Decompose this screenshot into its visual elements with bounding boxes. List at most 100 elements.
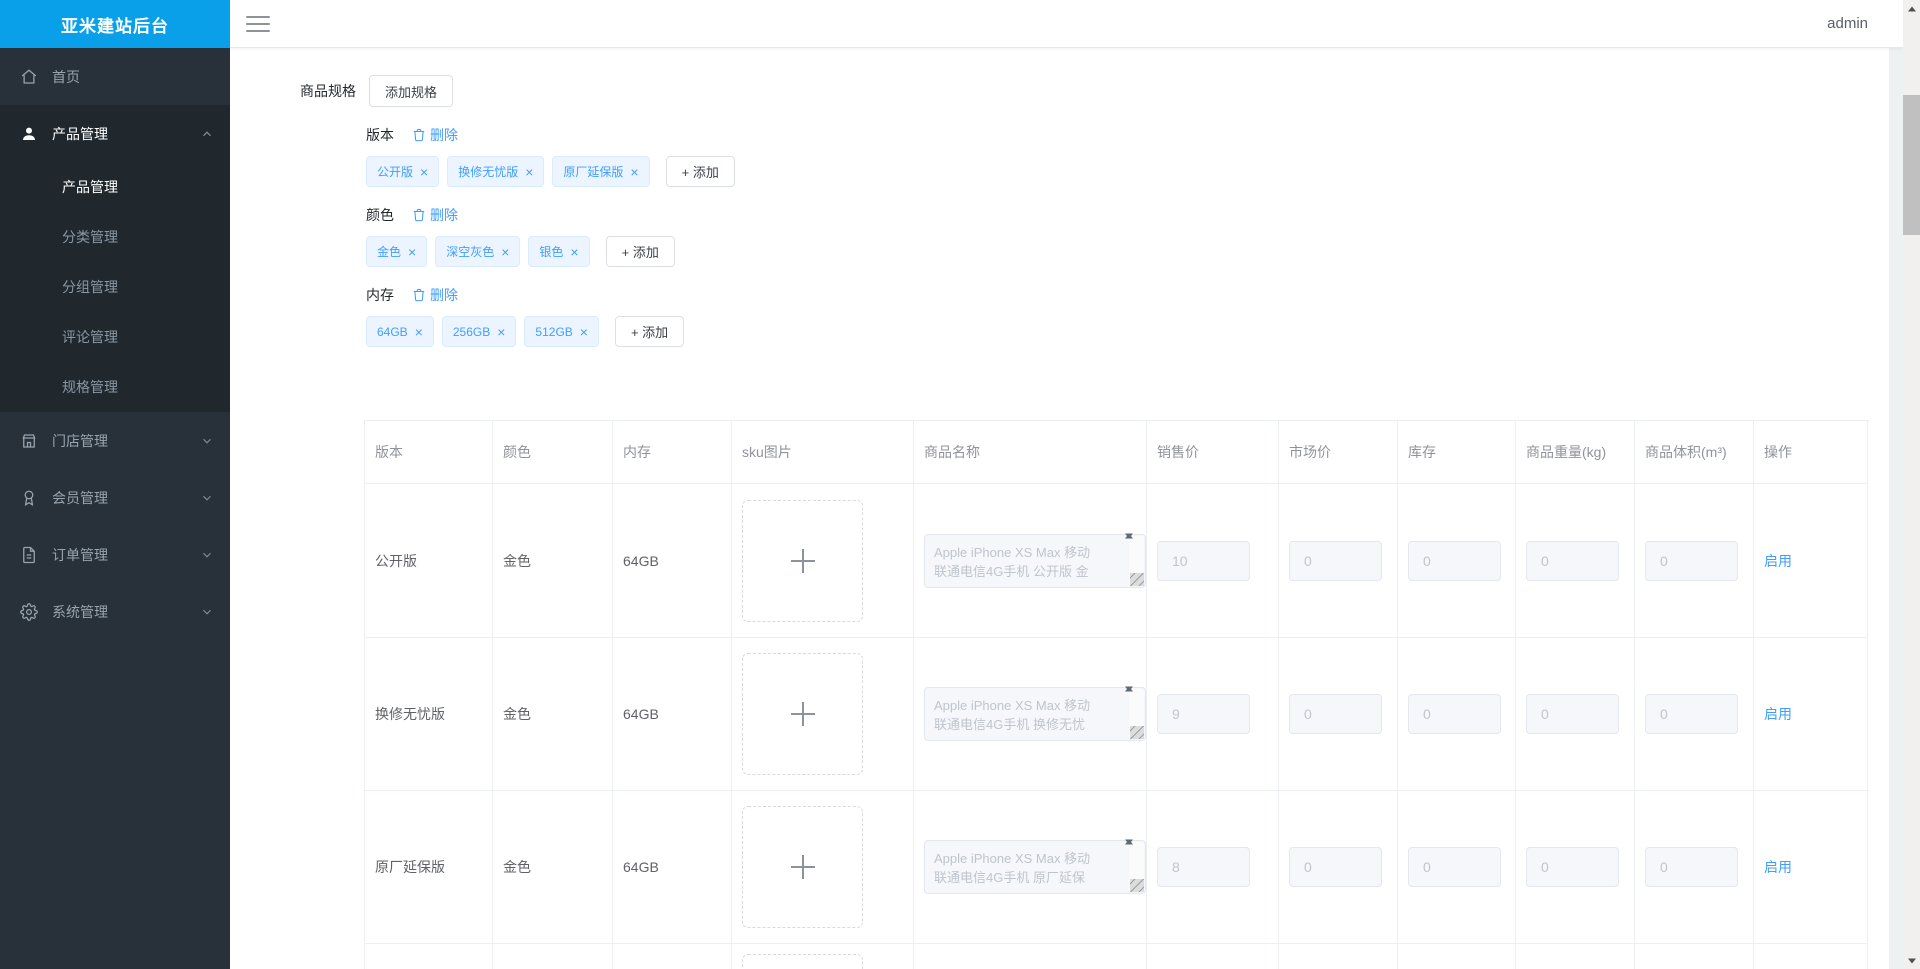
sidebar-group-product: 产品管理 产品管理 分类管理 分组管理 评论管理 规格管理 [0,105,230,412]
add-spec-button[interactable]: 添加规格 [369,75,454,107]
volume-input[interactable] [1645,694,1738,734]
close-icon[interactable] [408,245,416,259]
cell-color: 金色 [493,484,613,638]
enable-link[interactable]: 启用 [1764,706,1792,722]
sidebar-item-home[interactable]: 首页 [0,48,230,105]
volume-input[interactable] [1645,847,1738,887]
close-icon[interactable] [580,325,588,339]
stock-input[interactable] [1408,847,1501,887]
cell-action: 启用 [1754,791,1868,944]
scroll-down-icon[interactable] [1903,952,1920,969]
close-icon[interactable] [630,165,638,179]
product-name-textarea[interactable]: Apple iPhone XS Max 移动联通电信4G手机 换修无忧 [924,686,1146,741]
stock-input[interactable] [1408,694,1501,734]
cell-sale-price [1147,484,1279,638]
sidebar-item-product-management[interactable]: 产品管理 [0,105,230,162]
plus-icon [790,548,815,573]
weight-input[interactable] [1526,847,1619,887]
chevron-down-icon [200,491,214,505]
col-header-version: 版本 [365,421,493,484]
cell-memory: 64GB [613,638,732,791]
cell-color: 金色 [493,791,613,944]
chevron-down-icon [200,548,214,562]
cell-sale-price [1147,944,1279,969]
trash-icon [413,208,425,222]
cell-version: 换修无忧版 [365,638,493,791]
close-icon[interactable] [497,325,505,339]
upload-image-button[interactable] [742,653,863,775]
col-header-action: 操作 [1754,421,1868,484]
market-price-input[interactable] [1289,540,1382,581]
col-header-sku-image: sku图片 [732,421,914,484]
sale-price-input[interactable] [1157,540,1250,581]
enable-link[interactable]: 启用 [1764,859,1792,875]
sidebar: 亚米建站后台 首页 产品管理 产品管理 分类管理 分组管理 评论管理 规格管理 … [0,0,230,969]
sidebar-subitem-group-management[interactable]: 分组管理 [62,279,118,295]
delete-spec-link[interactable]: 删除 [412,205,458,225]
cell-memory [613,944,732,969]
spec-group-header: 内存 删除 [366,285,735,305]
cell-version [365,944,493,969]
scrollbar-thumb[interactable] [1903,95,1920,235]
close-icon[interactable] [415,325,423,339]
spec-groups: 版本 删除 公开版 换修无忧版 原厂延保版 + 添加 颜色 删除 金色 深空灰色… [366,125,735,365]
sidebar-item-system-management[interactable]: 系统管理 [0,583,230,640]
spec-group-header: 颜色 删除 [366,205,735,225]
resize-grip-icon[interactable] [1130,879,1144,892]
close-icon[interactable] [501,245,509,259]
sidebar-item-member-management[interactable]: 会员管理 [0,469,230,526]
user-menu[interactable]: admin [1827,15,1868,32]
delete-spec-link[interactable]: 删除 [412,285,458,305]
cell-stock [1398,638,1516,791]
volume-input[interactable] [1645,540,1738,581]
sale-price-input[interactable] [1157,694,1250,734]
chevron-up-icon [200,127,214,141]
cell-version: 原厂延保版 [365,791,493,944]
add-tag-button[interactable]: + 添加 [605,236,675,267]
col-header-memory: 内存 [613,421,732,484]
market-price-input[interactable] [1289,847,1382,887]
add-tag-button[interactable]: + 添加 [665,156,735,187]
cell-sku-image [732,944,914,969]
delete-spec-link[interactable]: 删除 [412,125,458,145]
market-price-input[interactable] [1289,694,1382,734]
weight-input[interactable] [1526,694,1619,734]
close-icon[interactable] [525,165,533,179]
spec-section-title: 商品规格 [300,83,356,99]
upload-image-button[interactable] [742,954,863,969]
trash-icon [413,128,425,142]
sidebar-subitem-spec-management[interactable]: 规格管理 [62,379,118,395]
cell-sku-image [732,484,914,638]
resize-grip-icon[interactable] [1130,572,1144,586]
sidebar-subitem-comment-management[interactable]: 评论管理 [62,329,118,345]
order-icon [20,546,38,564]
spec-tag: 金色 [366,236,428,267]
close-icon[interactable] [570,245,578,259]
product-name-textarea[interactable]: Apple iPhone XS Max 移动联通电信4G手机 原厂延保 [924,839,1146,894]
sale-price-input[interactable] [1157,847,1250,887]
upload-image-button[interactable] [742,806,863,928]
enable-link[interactable]: 启用 [1764,552,1792,569]
resize-grip-icon[interactable] [1130,726,1144,739]
close-icon[interactable] [420,165,428,179]
scroll-up-icon[interactable] [1903,0,1920,17]
spec-tag: 深空灰色 [435,236,521,267]
sidebar-item-order-management[interactable]: 订单管理 [0,526,230,583]
plus-icon [790,702,815,726]
weight-input[interactable] [1526,540,1619,581]
cell-volume [1635,791,1754,944]
cell-color: 金色 [493,638,613,791]
add-tag-button[interactable]: + 添加 [614,316,685,347]
cell-volume [1635,944,1754,969]
product-name-textarea[interactable]: Apple iPhone XS Max 移动联通电信4G手机 公开版 金 [924,533,1146,588]
sidebar-subitem-product-management[interactable]: 产品管理 [62,179,118,195]
sidebar-item-store-management[interactable]: 门店管理 [0,412,230,469]
sidebar-subitem-category-management[interactable]: 分类管理 [62,229,118,245]
spec-tag-row: 64GB 256GB 512GB + 添加 [366,316,735,347]
topbar: admin [230,0,1903,48]
spec-tag: 512GB [524,316,599,347]
stock-input[interactable] [1408,540,1501,581]
upload-image-button[interactable] [742,499,863,622]
sidebar-toggle-icon[interactable] [246,15,270,32]
spec-tag-row: 金色 深空灰色 银色 + 添加 [366,236,735,267]
